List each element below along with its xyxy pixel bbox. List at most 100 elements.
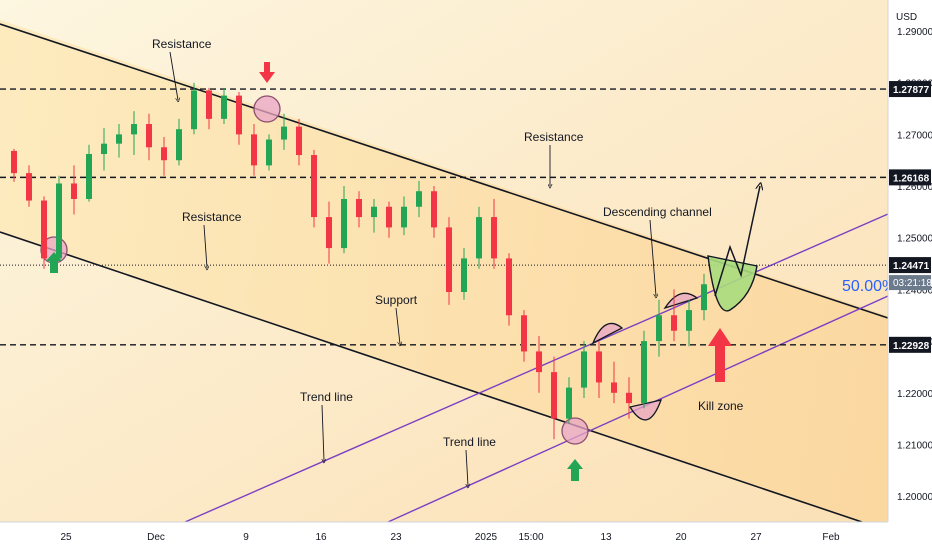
candle-body <box>191 90 197 130</box>
countdown-tag <box>889 275 931 291</box>
candle-body <box>671 315 677 331</box>
y-tick-label: 1.20000 <box>897 492 932 503</box>
x-tick-label: 2025 <box>475 532 498 543</box>
candle-body <box>626 392 632 404</box>
candle-body <box>311 155 317 218</box>
candle-body <box>86 154 92 199</box>
price-tag <box>889 336 931 353</box>
candle-body <box>41 200 47 259</box>
label-trend-line-2: Trend line <box>443 435 496 449</box>
x-tick-label: 27 <box>750 532 762 543</box>
x-tick-label: 20 <box>675 532 687 543</box>
channel-lower-line <box>0 231 863 523</box>
label-resistance-1: Resistance <box>152 37 212 51</box>
x-tick-label: Feb <box>822 532 840 543</box>
candle-body <box>536 351 542 373</box>
candle-body <box>416 191 422 207</box>
buy-arrow-green-bottom <box>567 459 583 481</box>
projection-path <box>714 186 760 297</box>
candle-body <box>641 341 647 404</box>
fib-label: 50.00% <box>842 278 896 295</box>
x-tick-label: 13 <box>600 532 612 543</box>
label-resistance-3: Resistance <box>182 210 242 224</box>
candle-body <box>176 129 182 161</box>
pointer-support <box>395 307 400 344</box>
kill-zone-arrow-red <box>708 328 732 382</box>
candle-body <box>611 382 617 393</box>
price-tag-label: 1.27877 <box>893 85 930 96</box>
candle-body <box>371 206 377 218</box>
price-tag-label: 1.24471 <box>893 261 930 272</box>
x-tick-label: 23 <box>390 532 402 543</box>
label-trend-line-1: Trend line <box>300 390 353 404</box>
price-tag <box>889 169 931 186</box>
candle-body <box>71 183 77 199</box>
x-tick-label: Dec <box>147 532 165 543</box>
candle-body <box>551 372 557 419</box>
candle-body <box>491 217 497 259</box>
candle-body <box>236 95 242 135</box>
candle-body <box>656 315 662 342</box>
time-axis <box>0 522 932 550</box>
candle-body <box>26 173 32 201</box>
candle-body <box>266 139 272 166</box>
y-tick-label: 1.29000 <box>897 27 932 38</box>
candle-body <box>356 198 362 218</box>
candle-body <box>386 206 392 228</box>
candle-body <box>161 147 167 161</box>
pointer-channel <box>649 219 656 296</box>
y-tick-label: 1.22000 <box>897 389 932 400</box>
candle-body <box>476 217 482 259</box>
price-tag-label: 1.26168 <box>893 173 930 184</box>
candle-body <box>446 227 452 293</box>
candle-body <box>686 310 692 331</box>
candle-body <box>281 126 287 140</box>
candle-body <box>221 95 227 119</box>
sell-arrow-red <box>259 62 275 83</box>
candle-body <box>431 191 437 228</box>
x-tick-label: 9 <box>243 532 249 543</box>
price-tag-label: 1.22928 <box>893 341 930 352</box>
arc-bump-1 <box>591 322 624 345</box>
pointer-resistance-3 <box>203 224 207 268</box>
candle-body <box>11 150 17 174</box>
candle-body <box>581 351 587 388</box>
pointer-trend-2 <box>465 449 468 486</box>
touch-circle-bottom <box>561 417 589 445</box>
y-tick-label: 1.21000 <box>897 440 932 451</box>
candle-body <box>101 143 107 155</box>
price-tag <box>889 257 931 274</box>
candle-body <box>206 90 212 119</box>
arc-bump-2 <box>663 292 699 310</box>
y-tick-label: 1.25000 <box>897 234 932 245</box>
candle-body <box>296 126 302 156</box>
candle-body <box>251 134 257 166</box>
candle-body <box>701 284 707 311</box>
pointer-trend-1 <box>321 404 324 461</box>
x-tick-label: 25 <box>60 532 72 543</box>
pointer-resistance-1 <box>169 51 178 100</box>
x-tick-label: 15:00 <box>518 532 543 543</box>
label-descending-channel: Descending channel <box>603 205 712 219</box>
candle-body <box>326 217 332 249</box>
candle-body <box>116 134 122 144</box>
candle-body <box>521 315 527 352</box>
label-kill-zone: Kill zone <box>698 399 744 413</box>
y-tick-label: 1.27000 <box>897 130 932 141</box>
candle-body <box>566 387 572 419</box>
touch-circle-top <box>253 95 281 123</box>
countdown-label: 03:21:18 <box>893 278 932 289</box>
arc-bump-3 <box>628 399 663 421</box>
kill-zone-shape <box>707 255 758 312</box>
label-support: Support <box>375 293 418 307</box>
y-tick-label: 1.26000 <box>897 182 932 193</box>
candle-body <box>461 258 467 293</box>
price-tag <box>889 81 931 98</box>
y-tick-label: 1.24000 <box>897 285 932 296</box>
candle-body <box>146 124 152 148</box>
label-resistance-2: Resistance <box>524 130 584 144</box>
candle-body <box>341 198 347 249</box>
candle-body <box>131 124 137 135</box>
